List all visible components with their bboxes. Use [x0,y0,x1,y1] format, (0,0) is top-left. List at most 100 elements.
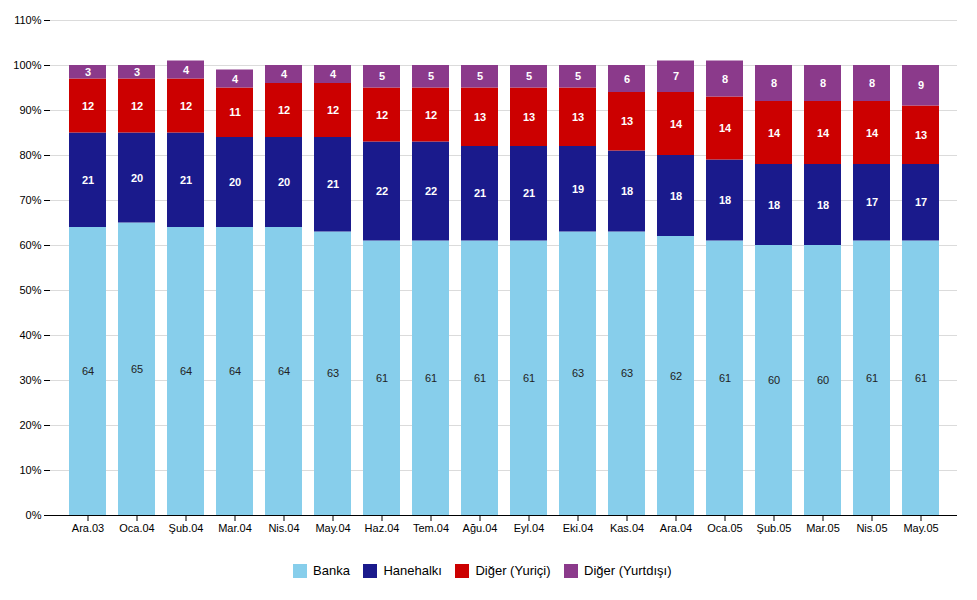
svg-text:64: 64 [180,365,192,377]
svg-text:Nis.04: Nis.04 [268,522,299,534]
svg-text:64: 64 [278,365,290,377]
svg-text:63: 63 [621,367,633,379]
svg-text:12: 12 [327,104,339,116]
svg-text:Tem.04: Tem.04 [413,522,449,534]
svg-text:18: 18 [719,194,731,206]
svg-text:17: 17 [866,196,878,208]
svg-text:62: 62 [670,370,682,382]
svg-text:60: 60 [768,374,780,386]
svg-text:3: 3 [134,66,140,78]
svg-text:61: 61 [523,372,535,384]
svg-text:13: 13 [474,111,486,123]
svg-text:19: 19 [572,183,584,195]
svg-text:21: 21 [180,174,192,186]
svg-text:20: 20 [229,176,241,188]
svg-text:18: 18 [621,185,633,197]
svg-text:100%: 100% [13,59,41,71]
svg-text:Mar.04: Mar.04 [218,522,252,534]
svg-text:Şub.05: Şub.05 [757,522,792,534]
svg-text:22: 22 [376,185,388,197]
svg-text:8: 8 [869,77,875,89]
svg-text:50%: 50% [19,284,41,296]
svg-text:21: 21 [82,174,94,186]
svg-text:12: 12 [82,100,94,112]
svg-text:17: 17 [915,196,927,208]
svg-text:20: 20 [131,172,143,184]
svg-text:Eki.04: Eki.04 [563,522,594,534]
svg-text:May.04: May.04 [315,522,350,534]
svg-text:Mar.05: Mar.05 [806,522,840,534]
svg-text:8: 8 [722,73,728,85]
svg-text:61: 61 [719,372,731,384]
svg-text:110%: 110% [14,14,42,26]
svg-text:5: 5 [526,70,532,82]
svg-text:80%: 80% [19,149,41,161]
svg-text:14: 14 [817,127,830,139]
svg-text:64: 64 [82,365,94,377]
svg-text:Nis.05: Nis.05 [856,522,887,534]
svg-text:0%: 0% [26,509,42,521]
svg-text:60%: 60% [19,239,41,251]
svg-text:12: 12 [376,109,388,121]
svg-text:Ara.03: Ara.03 [72,522,104,534]
svg-text:14: 14 [670,118,683,130]
svg-text:Oca.04: Oca.04 [119,522,154,534]
svg-text:Oca.05: Oca.05 [707,522,742,534]
svg-text:61: 61 [474,372,486,384]
svg-text:61: 61 [376,372,388,384]
svg-text:4: 4 [183,64,190,76]
svg-text:14: 14 [866,127,879,139]
svg-text:5: 5 [575,70,581,82]
svg-text:90%: 90% [19,104,41,116]
svg-text:64: 64 [229,365,241,377]
svg-text:4: 4 [330,68,337,80]
svg-text:20%: 20% [19,419,41,431]
svg-text:12: 12 [278,104,290,116]
svg-text:21: 21 [523,187,535,199]
svg-text:12: 12 [180,100,192,112]
svg-text:21: 21 [327,178,339,190]
svg-text:13: 13 [523,111,535,123]
svg-text:20: 20 [278,176,290,188]
svg-text:Eyl.04: Eyl.04 [514,522,545,534]
svg-text:Haz.04: Haz.04 [365,522,400,534]
svg-text:14: 14 [768,127,781,139]
svg-text:18: 18 [670,190,682,202]
svg-text:63: 63 [327,367,339,379]
svg-text:5: 5 [477,70,483,82]
svg-text:13: 13 [621,115,633,127]
svg-text:13: 13 [915,129,927,141]
svg-text:61: 61 [425,372,437,384]
svg-text:60: 60 [817,374,829,386]
svg-text:14: 14 [719,122,732,134]
svg-text:6: 6 [624,73,630,85]
svg-text:Şub.04: Şub.04 [169,522,204,534]
svg-text:18: 18 [817,199,829,211]
svg-text:Ağu.04: Ağu.04 [463,522,498,534]
svg-text:May.05: May.05 [903,522,938,534]
svg-text:Ara.04: Ara.04 [660,522,692,534]
svg-text:61: 61 [866,372,878,384]
svg-text:61: 61 [915,372,927,384]
svg-text:70%: 70% [19,194,41,206]
svg-text:13: 13 [572,111,584,123]
svg-text:65: 65 [131,363,143,375]
svg-text:3: 3 [85,66,91,78]
svg-text:22: 22 [425,185,437,197]
svg-text:9: 9 [918,79,924,91]
svg-text:12: 12 [425,109,437,121]
svg-text:Kas.04: Kas.04 [610,522,644,534]
svg-text:10%: 10% [19,464,41,476]
svg-text:8: 8 [771,77,777,89]
svg-text:5: 5 [428,70,434,82]
svg-text:4: 4 [281,68,288,80]
svg-text:40%: 40% [19,329,41,341]
svg-text:12: 12 [131,100,143,112]
svg-text:5: 5 [379,70,385,82]
svg-text:8: 8 [820,77,826,89]
svg-text:11: 11 [229,106,241,118]
svg-text:18: 18 [768,199,780,211]
svg-text:30%: 30% [19,374,41,386]
svg-text:4: 4 [232,73,239,85]
svg-text:21: 21 [474,187,486,199]
